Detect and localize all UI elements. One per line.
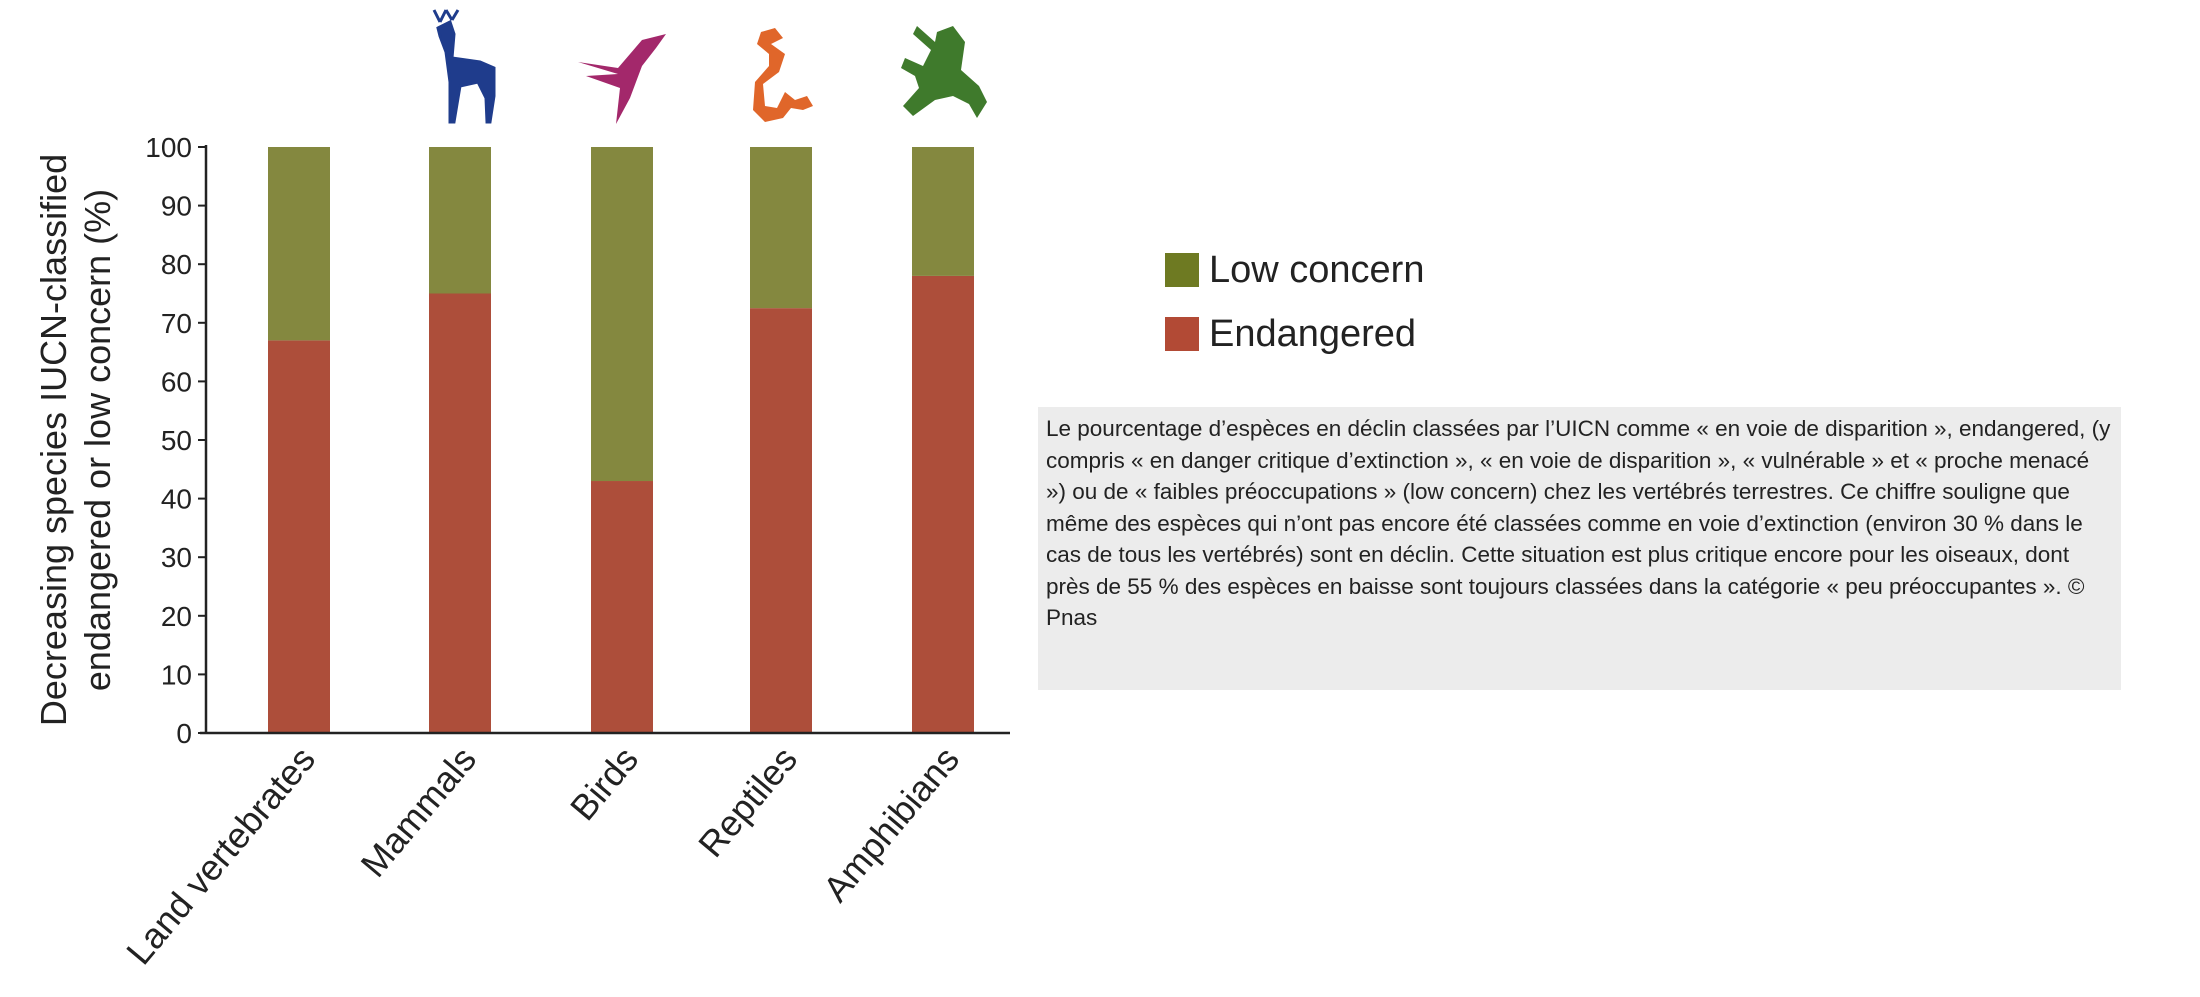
y-axis-title-line-1: Decreasing species IUCN-classified [33, 154, 74, 726]
bar-endangered-mammals [429, 293, 491, 733]
y-tick-label: 80 [161, 249, 192, 280]
x-tick-label: Amphibians [815, 739, 967, 909]
legend-item-endangered: Endangered [1165, 302, 1424, 366]
x-tick-label: Mammals [352, 739, 484, 885]
y-axis-title-line-2: endangered or low concern (%) [77, 189, 118, 691]
x-tick-label: Birds [562, 739, 646, 828]
y-tick-label: 20 [161, 601, 192, 632]
x-tick-label: Reptiles [690, 739, 805, 865]
figure-caption: Le pourcentage d’espèces en déclin class… [1038, 407, 2121, 690]
bar-endangered-amphibians [912, 275, 974, 733]
bar-low-concern-amphibians [912, 147, 974, 276]
y-tick-label: 90 [161, 191, 192, 222]
legend-item-low-concern: Low concern [1165, 238, 1424, 302]
bar-endangered-land-vertebrates [268, 340, 330, 733]
x-tick-label: Land vertebrates [118, 739, 323, 972]
legend-label: Endangered [1209, 312, 1417, 355]
frog-icon [901, 26, 987, 118]
y-tick-label: 60 [161, 366, 192, 397]
bar-low-concern-land-vertebrates [268, 147, 330, 341]
y-tick-label: 0 [176, 718, 192, 749]
y-tick-label: 70 [161, 308, 192, 339]
bird-icon [578, 34, 666, 124]
legend: Low concern Endangered [1165, 238, 1424, 366]
y-tick-label: 40 [161, 484, 192, 515]
y-tick-label: 30 [161, 542, 192, 573]
bar-endangered-reptiles [750, 308, 812, 733]
bar-low-concern-birds [591, 147, 653, 482]
y-axis-title: Decreasing species IUCN-classified endan… [33, 154, 118, 726]
bar-endangered-birds [591, 481, 653, 733]
snake-icon [753, 28, 813, 122]
y-tick-label: 10 [161, 659, 192, 690]
bar-low-concern-mammals [429, 147, 491, 294]
deer-icon [432, 9, 496, 124]
legend-label: Low concern [1209, 248, 1425, 291]
y-tick-label: 100 [145, 132, 192, 163]
bar-low-concern-reptiles [750, 147, 812, 309]
y-tick-label: 50 [161, 425, 192, 456]
stacked-bar-chart: Decreasing species IUCN-classified endan… [33, 9, 1010, 972]
legend-swatch-endangered [1165, 317, 1199, 351]
legend-swatch-low-concern [1165, 253, 1199, 287]
